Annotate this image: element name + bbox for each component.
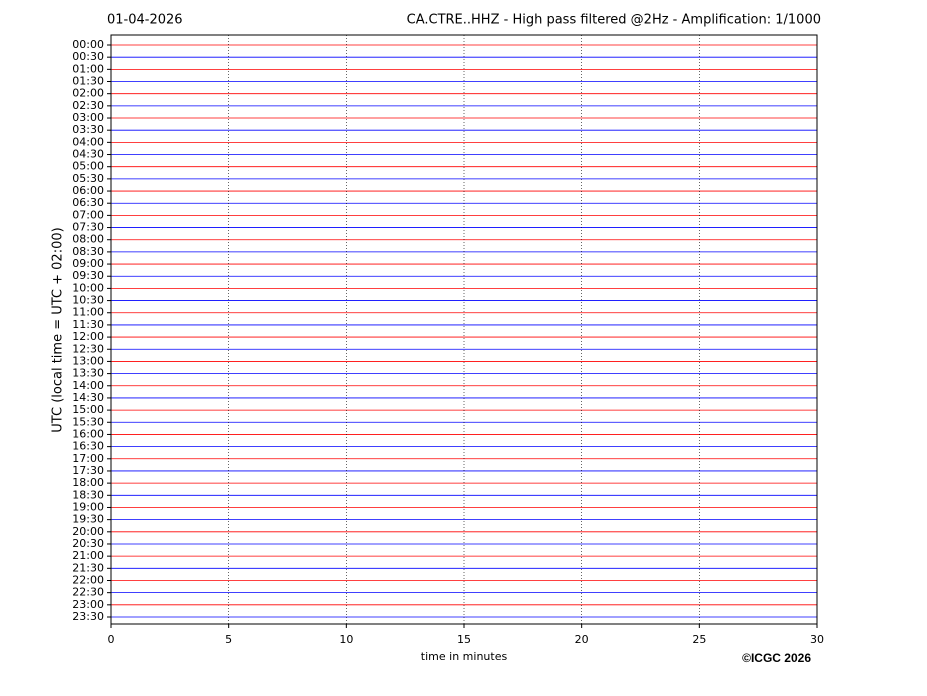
y-tick-label: 07:00 <box>72 208 104 221</box>
y-tick-label: 23:30 <box>72 610 104 623</box>
y-tick-label: 03:00 <box>72 111 104 124</box>
y-tick-label: 15:00 <box>72 403 104 416</box>
y-tick-label: 16:30 <box>72 440 104 453</box>
y-tick-label: 02:00 <box>72 87 104 100</box>
y-tick-label: 12:00 <box>72 330 104 343</box>
y-tick-label: 20:00 <box>72 525 104 538</box>
y-tick-label: 04:00 <box>72 135 104 148</box>
y-tick-label: 09:30 <box>72 269 104 282</box>
y-tick-label: 23:00 <box>72 598 104 611</box>
x-tick-label: 0 <box>108 633 115 646</box>
y-tick-label: 18:00 <box>72 476 104 489</box>
y-tick-label: 11:00 <box>72 306 104 319</box>
copyright: ©ICGC 2026 <box>742 651 811 665</box>
x-tick-label: 5 <box>225 633 232 646</box>
chart-title: CA.CTRE..HHZ - High pass filtered @2Hz -… <box>407 13 821 28</box>
y-tick-label: 10:30 <box>72 294 104 307</box>
x-tick-label: 30 <box>810 633 824 646</box>
y-tick-label: 21:00 <box>72 549 104 562</box>
y-tick-label: 02:30 <box>72 99 104 112</box>
x-tick-label: 25 <box>692 633 706 646</box>
y-tick-label: 00:00 <box>72 38 104 51</box>
y-tick-label: 06:00 <box>72 184 104 197</box>
x-tick-label: 10 <box>339 633 353 646</box>
plot-frame <box>110 34 818 625</box>
y-tick-label: 21:30 <box>72 561 104 574</box>
y-tick-label: 22:30 <box>72 586 104 599</box>
y-tick-label: 14:00 <box>72 379 104 392</box>
y-tick-label: 06:30 <box>72 196 104 209</box>
x-tick-label: 15 <box>457 633 471 646</box>
y-tick-label: 09:00 <box>72 257 104 270</box>
y-tick-label: 05:00 <box>72 160 104 173</box>
y-tick-label: 12:30 <box>72 342 104 355</box>
y-tick-label: 22:00 <box>72 573 104 586</box>
y-tick-label: 17:30 <box>72 464 104 477</box>
y-tick-label: 10:00 <box>72 281 104 294</box>
y-tick-label: 00:30 <box>72 50 104 63</box>
y-tick-label: 15:30 <box>72 415 104 428</box>
x-tick-label: 20 <box>575 633 589 646</box>
y-tick-label: 13:30 <box>72 367 104 380</box>
y-tick-label: 19:00 <box>72 500 104 513</box>
y-tick-label: 05:30 <box>72 172 104 185</box>
y-axis-label: UTC (local time = UTC + 02:00) <box>51 227 66 432</box>
y-tick-label: 03:30 <box>72 123 104 136</box>
y-tick-label: 16:00 <box>72 427 104 440</box>
y-tick-label: 07:30 <box>72 221 104 234</box>
y-tick-label: 08:30 <box>72 245 104 258</box>
y-tick-label: 20:30 <box>72 537 104 550</box>
y-tick-label: 11:30 <box>72 318 104 331</box>
y-tick-label: 08:00 <box>72 233 104 246</box>
y-tick-label: 18:30 <box>72 488 104 501</box>
y-tick-label: 04:30 <box>72 148 104 161</box>
y-tick-label: 17:00 <box>72 452 104 465</box>
y-tick-label: 01:00 <box>72 62 104 75</box>
y-tick-label: 19:30 <box>72 513 104 526</box>
y-tick-label: 14:30 <box>72 391 104 404</box>
x-axis-label: time in minutes <box>421 650 508 663</box>
y-tick-label: 01:30 <box>72 75 104 88</box>
date-title: 01-04-2026 <box>107 13 183 28</box>
y-tick-label: 13:00 <box>72 354 104 367</box>
